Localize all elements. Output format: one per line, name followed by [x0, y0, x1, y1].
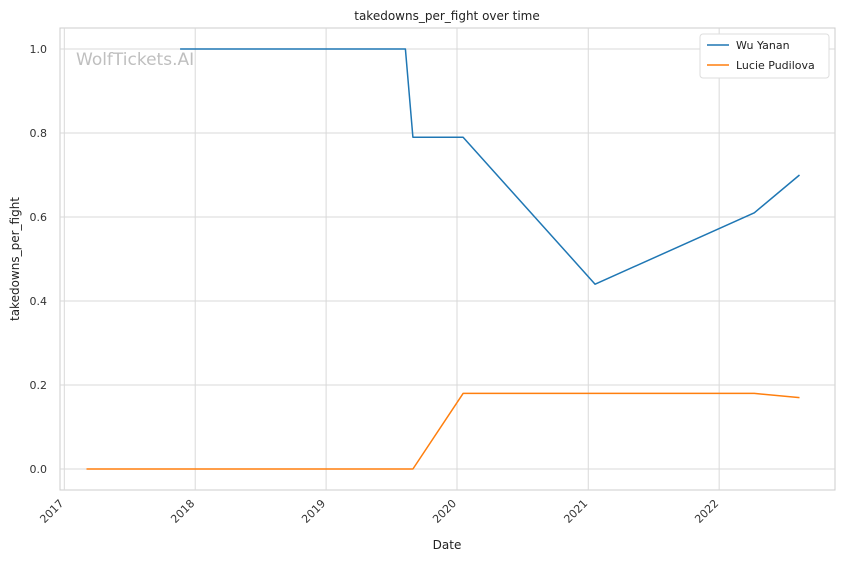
series-line-2: [86, 392, 800, 470]
x-tick-label: 2018: [168, 497, 197, 526]
x-axis-title: Date: [433, 538, 462, 552]
x-tick-label: 2022: [692, 497, 721, 526]
series-line-1: [180, 48, 800, 285]
legend-label-series-2: Lucie Pudilova: [736, 59, 815, 72]
legend: Wu Yanan Lucie Pudilova: [699, 33, 830, 79]
y-tick-label: 0.4: [30, 295, 48, 308]
grid-lines: [60, 28, 835, 490]
y-tick-labels: 0.0 0.2 0.4 0.6 0.8 1.0: [30, 43, 48, 476]
y-tick-label: 0.0: [30, 463, 48, 476]
x-tick-label: 2019: [299, 497, 328, 526]
x-tick-labels: 2017 2018 2019 2020 2021 2022: [37, 497, 721, 526]
x-tick-label: 2021: [561, 497, 590, 526]
series-lines: [86, 48, 800, 470]
y-tick-label: 0.6: [30, 211, 48, 224]
plot-background: [59, 27, 836, 491]
legend-box: [699, 33, 830, 79]
x-tick-label: 2017: [37, 497, 66, 526]
watermark: WolfTickets.AI: [76, 50, 194, 70]
y-tick-label: 0.2: [30, 379, 48, 392]
y-tick-label: 1.0: [30, 43, 48, 56]
legend-label-series-1: Wu Yanan: [736, 39, 790, 52]
chart-title: takedowns_per_fight over time: [354, 9, 540, 23]
x-tick-label: 2020: [430, 497, 459, 526]
y-tick-label: 0.8: [30, 127, 48, 140]
y-axis-title: takedowns_per_fight: [8, 197, 22, 321]
